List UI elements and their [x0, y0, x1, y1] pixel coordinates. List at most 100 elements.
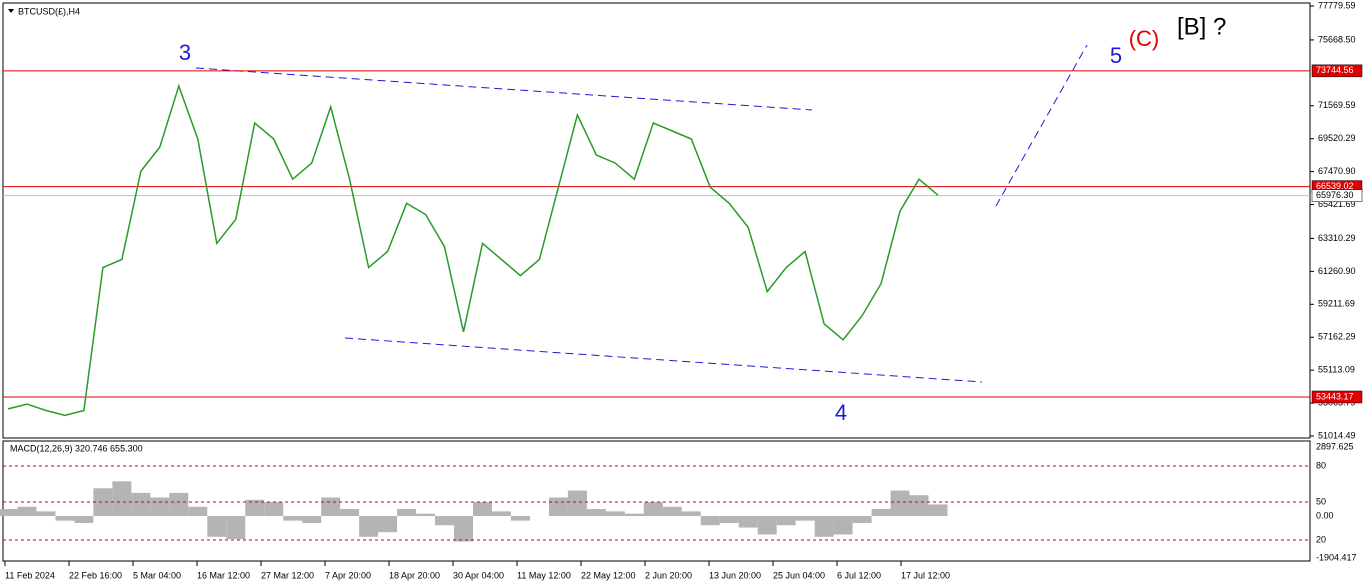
macd-bar — [909, 495, 929, 516]
macd-bar — [719, 516, 739, 523]
price-tick-label: 77779.59 — [1318, 0, 1356, 10]
macd-bar — [112, 481, 132, 516]
macd-bar — [188, 506, 208, 516]
macd-bar — [738, 516, 758, 528]
time-tick-label: 16 Mar 12:00 — [197, 570, 250, 580]
time-tick-label: 22 May 12:00 — [581, 570, 636, 580]
macd-bar — [378, 516, 398, 533]
macd-bar — [93, 488, 113, 516]
main-pane — [2, 2, 1311, 439]
macd-bar — [681, 511, 701, 516]
price-tick-label: 57162.29 — [1318, 332, 1356, 342]
macd-bar — [226, 516, 246, 540]
macd-bar — [207, 516, 227, 537]
menu-arrow[interactable] — [8, 9, 14, 13]
macd-bar — [473, 502, 492, 516]
price-tick-label: 61260.90 — [1318, 266, 1356, 276]
time-tick-label: 27 Mar 12:00 — [261, 570, 314, 580]
macd-bar — [491, 511, 511, 516]
macd-bar — [662, 506, 682, 516]
macd-bar — [643, 502, 663, 516]
wave-label: 5 — [1110, 43, 1122, 68]
macd-bar — [814, 516, 834, 537]
wave-label: 3 — [179, 40, 191, 65]
macd-bar — [757, 516, 777, 535]
time-tick-label: 7 Apr 20:00 — [325, 570, 371, 580]
macd-bar — [359, 516, 379, 537]
macd-bar — [454, 516, 473, 542]
time-tick-label: 25 Jun 04:00 — [773, 570, 825, 580]
level-tag-label: 65976.30 — [1316, 190, 1354, 200]
macd-label: MACD(12,26,9) 320.746 655.300 — [10, 443, 143, 453]
macd-bar — [131, 492, 151, 516]
macd-bar — [321, 497, 341, 516]
macd-bar — [17, 506, 37, 516]
price-tick-label: 63310.29 — [1318, 233, 1356, 243]
time-tick-label: 22 Feb 16:00 — [69, 570, 122, 580]
macd-bar — [435, 516, 455, 526]
macd-bar — [700, 516, 720, 526]
macd-bar — [852, 516, 872, 523]
macd-bar — [74, 516, 94, 523]
price-tick-label: 55113.09 — [1318, 365, 1355, 375]
price-tick-label: 65421.69 — [1318, 199, 1356, 209]
macd-bar — [55, 516, 75, 521]
macd-bar — [928, 504, 948, 516]
macd-axis-label: 2897.625 — [1316, 441, 1354, 451]
wave-label: 4 — [835, 400, 847, 425]
macd-axis-label: 80 — [1316, 460, 1326, 470]
time-tick-label: 17 Jul 12:00 — [901, 570, 950, 580]
wave-label: [B] ? — [1177, 13, 1226, 40]
macd-bar — [36, 511, 56, 516]
time-tick-label: 2 Jun 20:00 — [645, 570, 692, 580]
level-tag-label: 53443.17 — [1316, 391, 1354, 401]
price-tick-label: 75668.50 — [1318, 34, 1356, 44]
macd-bar — [548, 497, 568, 516]
level-tag — [1311, 64, 1363, 78]
price-tick-label: 51014.49 — [1318, 430, 1356, 440]
time-tick-label: 13 Jun 20:00 — [709, 570, 761, 580]
time-tick-label: 11 May 12:00 — [517, 570, 571, 580]
time-tick-label: 6 Jul 12:00 — [837, 570, 881, 580]
macd-bar — [890, 490, 910, 516]
macd-bar — [624, 513, 644, 516]
macd-bar — [416, 513, 436, 516]
trend-line — [195, 67, 813, 111]
level-tag-label: 73744.56 — [1316, 65, 1354, 75]
level-tag-label: 66539.02 — [1316, 181, 1354, 191]
macd-axis-label: 0.00 — [1316, 510, 1334, 520]
macd-bar — [302, 516, 322, 523]
macd-bar — [605, 511, 625, 516]
price-tick-label: 71569.59 — [1318, 100, 1356, 110]
wave-label: (C) — [1129, 26, 1160, 51]
macd-pane — [2, 440, 1311, 562]
macd-bar — [0, 509, 18, 516]
macd-bar — [567, 490, 587, 516]
time-tick-label: 30 Apr 04:00 — [453, 570, 504, 580]
macd-axis-label: -1904.417 — [1316, 552, 1357, 562]
macd-bar — [871, 509, 891, 516]
macd-bar — [795, 516, 815, 521]
level-tag — [1311, 390, 1363, 404]
price-tick-label: 69520.29 — [1318, 133, 1356, 143]
time-tick-label: 5 Mar 04:00 — [133, 570, 181, 580]
macd-bar — [283, 516, 303, 521]
trend-line — [344, 337, 983, 383]
macd-bar — [776, 516, 796, 526]
price-tick-label: 67470.90 — [1318, 166, 1356, 176]
macd-bar — [169, 492, 189, 516]
macd-bar — [510, 516, 530, 521]
symbol-label: BTCUSD(£),H4 — [18, 6, 80, 16]
macd-axis-label: 20 — [1316, 534, 1326, 544]
macd-bar — [150, 497, 170, 516]
time-tick-label: 18 Apr 20:00 — [389, 570, 440, 580]
projection-line — [995, 44, 1088, 207]
macd-bar — [586, 509, 606, 516]
price-line — [7, 83, 939, 417]
level-tag — [1311, 189, 1363, 202]
macd-axis-label: 50 — [1316, 496, 1326, 506]
time-tick-label: 11 Feb 2024 — [5, 570, 55, 580]
macd-bar — [264, 502, 284, 516]
macd-bar — [833, 516, 853, 535]
